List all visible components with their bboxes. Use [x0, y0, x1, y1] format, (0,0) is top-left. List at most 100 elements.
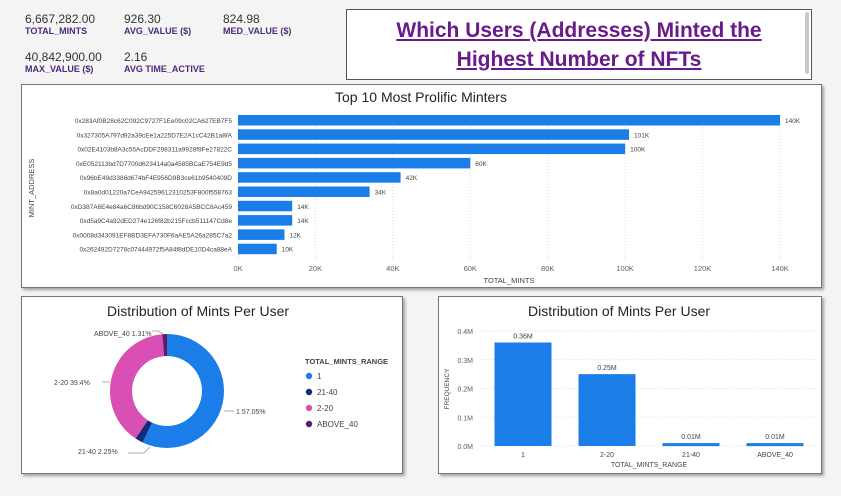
- bar: [238, 200, 293, 212]
- donut-slice: [109, 334, 165, 439]
- bar: [238, 143, 626, 155]
- data-label: 0.25M: [597, 365, 617, 372]
- slice-label-21-40: 21-40 2.25%: [78, 449, 118, 456]
- legend-label: ABOVE_40: [317, 420, 358, 429]
- kpi-total-mints-label: TOTAL_MINTS: [25, 26, 88, 36]
- x-axis-title: TOTAL_MINTS_RANGE: [611, 462, 688, 469]
- y-tick-label: 0.1M: [457, 415, 473, 422]
- x-tick-label: 0K: [233, 264, 242, 273]
- bar: [238, 115, 780, 126]
- bar: [238, 215, 293, 226]
- page-title-text: Which Users (Addresses) Minted the Highe…: [396, 16, 761, 74]
- kpi-max-value: 40,842,900.00 MAX_VALUE ($): [25, 50, 102, 74]
- x-axis-title: TOTAL_MINTS: [484, 276, 535, 285]
- kpi-med-value-value: 824.98: [223, 12, 260, 26]
- kpi-total-mints-value: 6,667,282.00: [25, 12, 96, 26]
- y-axis-title: FREQUENCY: [444, 368, 451, 409]
- donut-slice: [135, 420, 153, 443]
- kpi-total-mints: 6,667,282.00 TOTAL_MINTS: [25, 12, 95, 36]
- kpi-avg-value-label: AVG_VALUE ($): [124, 26, 192, 36]
- donut-slice: [142, 334, 225, 448]
- legend-marker: [305, 420, 313, 428]
- donut-slice: [162, 334, 167, 357]
- y-tick-label: 0xD387A6E4e84a6C86bd90C158C6028A5BCC8Ac4…: [71, 204, 233, 211]
- y-tick-label: 0x262492D7278c07444972f5A84f8dDE10D4ca88…: [79, 247, 232, 254]
- data-label: 42K: [406, 175, 418, 182]
- mints-distribution-column-panel: Distribution of Mints Per User 0.0M 0.1M 0.…: [438, 296, 822, 474]
- y-tick-label: 0xd5a9C4a92dED274e126f82b215Fccb511147Cd…: [80, 218, 233, 225]
- column-bar: [746, 443, 804, 447]
- legend-marker: [305, 388, 313, 396]
- kpi-avg-time-active-label: AVG TIME_ACTIVE: [124, 64, 205, 74]
- y-axis-title: MINT_ADDRESS: [27, 159, 36, 218]
- data-label: 34K: [375, 190, 387, 197]
- data-label: 101K: [634, 132, 650, 139]
- chart-title: Distribution of Mints Per User: [107, 303, 289, 319]
- x-tick-label: 80K: [541, 264, 554, 273]
- data-label: 12K: [289, 232, 301, 239]
- mints-distribution-column-chart: Distribution of Mints Per User 0.0M 0.1M 0.…: [444, 303, 817, 469]
- kpi-avg-value: 926.30 AVG_VALUE ($): [124, 12, 191, 36]
- leader-line: [152, 330, 164, 335]
- legend-marker: [305, 404, 313, 412]
- column-bar: [662, 443, 720, 447]
- data-label: 60K: [475, 161, 487, 168]
- x-tick-label: 20K: [309, 264, 322, 273]
- data-label: 0.36M: [513, 334, 533, 341]
- data-label: 0.01M: [681, 434, 701, 441]
- top-minters-panel: Top 10 Most Prolific Minters 0K 20K 40K 60K 8…: [21, 84, 822, 288]
- title-scrollbar[interactable]: [805, 12, 809, 74]
- x-tick-label: 140K: [771, 264, 789, 273]
- x-tick-label: 2-20: [600, 452, 614, 459]
- y-tick-label: 0x0008d343091EF8BD3EFA730F6aAE5A26a285C7…: [73, 232, 233, 239]
- y-tick-label: 0.3M: [457, 358, 473, 365]
- legend-title: TOTAL_MINTS_RANGE: [305, 357, 388, 366]
- bar: [238, 172, 401, 183]
- y-tick-label: 0x283Af0B28c62C092C9727F1Ee09c02CA627EB7…: [75, 118, 233, 125]
- legend-marker: [305, 372, 313, 380]
- x-tick-label: 120K: [694, 264, 712, 273]
- kpi-max-value-value: 40,842,900.00: [25, 50, 102, 64]
- slice-label-2-20: 2-20 39.4%: [54, 380, 90, 387]
- top-minters-chart: Top 10 Most Prolific Minters 0K 20K 40K 60K 8…: [27, 89, 801, 285]
- page-title-line1: Which Users (Addresses) Minted the: [396, 18, 762, 42]
- x-tick-label: ABOVE_40: [757, 452, 793, 459]
- data-label: 14K: [297, 204, 309, 211]
- y-tick-label: 0.4M: [457, 329, 473, 336]
- y-tick-label: 0x8a0d01220a7CeA94259612310253F800f55876…: [84, 190, 233, 197]
- bar: [238, 129, 630, 140]
- bar: [238, 186, 370, 197]
- slice-label-1: 1 57.05%: [236, 409, 266, 416]
- data-label: 0.01M: [765, 434, 785, 441]
- kpi-med-value-label: MED_VALUE ($): [223, 26, 292, 36]
- x-tick-label: 1: [521, 452, 525, 459]
- bar: [238, 243, 277, 255]
- y-tick-label: 0xE052113bd7D7700d623414a0a4585BCaE754E9…: [76, 161, 232, 168]
- page-title: Which Users (Addresses) Minted the Highe…: [346, 9, 812, 80]
- leader-line: [128, 446, 151, 454]
- column-bar: [494, 342, 552, 446]
- kpi-med-value: 824.98 MED_VALUE ($): [223, 12, 291, 36]
- y-tick-label: 0x96bE49d3386d674bF4E956D9B3ce61b9540409…: [80, 175, 232, 182]
- data-label: 14K: [297, 218, 309, 225]
- page-title-line2: Highest Number of NFTs: [456, 47, 702, 71]
- slice-label-above-40: ABOVE_40 1.31%: [94, 331, 152, 338]
- chart-title: Distribution of Mints Per User: [528, 303, 710, 319]
- legend-label: 2-20: [317, 404, 334, 413]
- x-tick-label: 100K: [616, 264, 634, 273]
- x-tick-label: 60K: [464, 264, 477, 273]
- chart-title: Top 10 Most Prolific Minters: [335, 89, 507, 105]
- x-tick-label: 21-40: [682, 452, 700, 459]
- kpi-avg-time-active-value: 2.16: [124, 50, 148, 64]
- column-bar: [578, 374, 636, 446]
- y-tick-label: 0.2M: [457, 387, 473, 394]
- bar: [238, 229, 285, 240]
- y-tick-label: 0.0M: [457, 444, 473, 451]
- kpi-avg-time-active: 2.16 AVG TIME_ACTIVE: [124, 50, 205, 74]
- legend-label: 1: [317, 372, 322, 381]
- bar: [238, 157, 471, 169]
- y-tick-label: 0x02E4103b8A3c55AcDDF298311a9928f9Fe2782…: [77, 147, 232, 154]
- legend-label: 21-40: [317, 388, 338, 397]
- data-label: 10K: [282, 247, 294, 254]
- data-label: 140K: [785, 118, 801, 125]
